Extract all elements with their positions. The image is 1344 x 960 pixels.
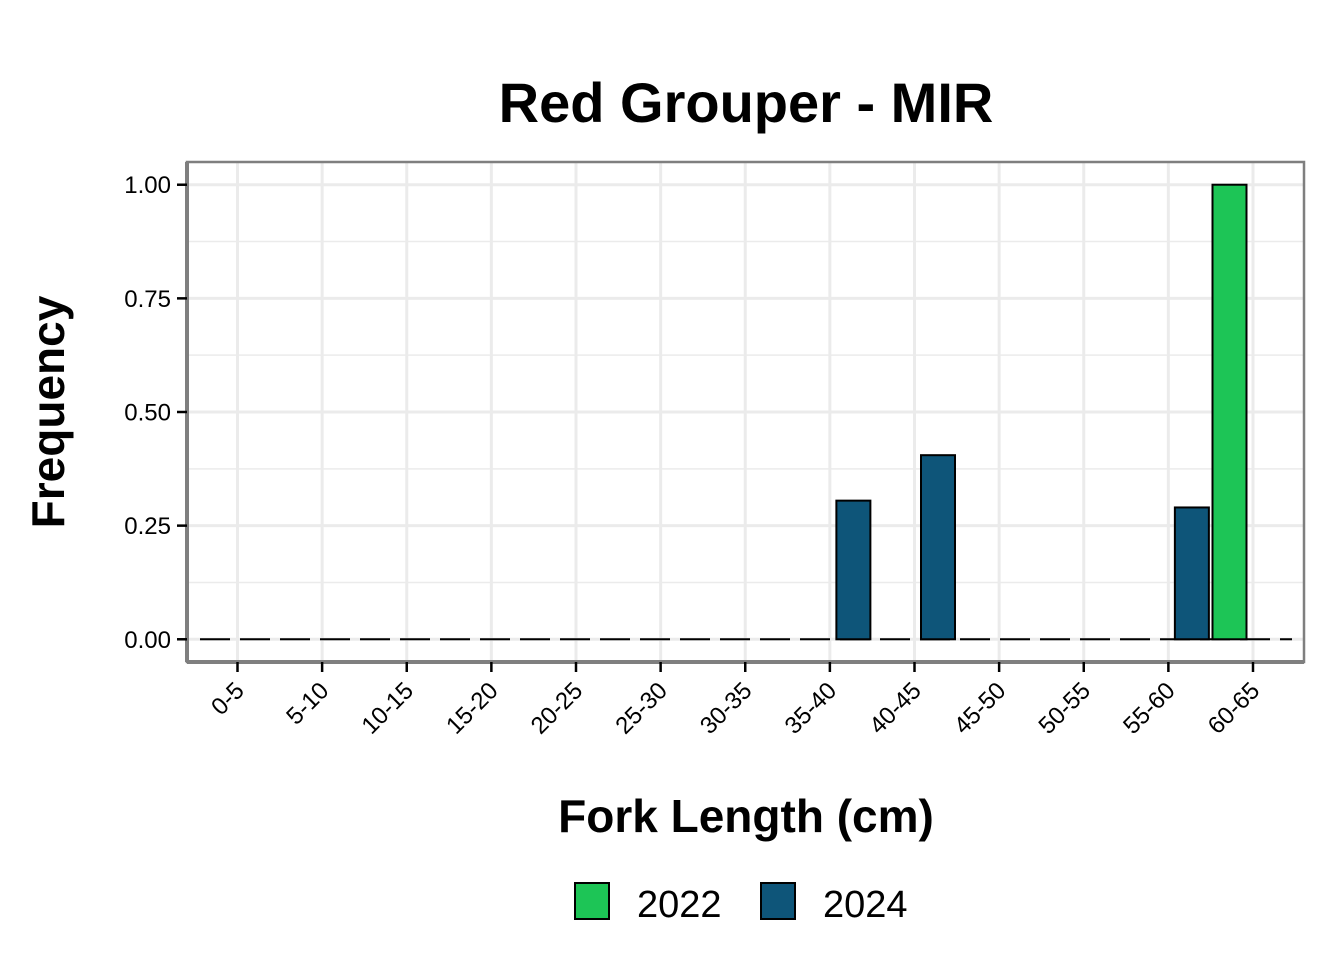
y-tick-label: 0.25	[124, 513, 171, 540]
x-tick-label: 30-35	[695, 677, 758, 740]
legend: 2022 2024	[574, 882, 908, 926]
x-tick-label: 15-20	[441, 677, 504, 740]
y-tick-label: 0.75	[124, 286, 171, 313]
y-tick-label: 0.00	[124, 627, 171, 654]
bar-2024-35-40	[835, 499, 872, 641]
chart-title: Red Grouper - MIR	[499, 71, 994, 134]
legend-key-2022	[574, 882, 610, 920]
legend-label-2024: 2024	[823, 884, 908, 926]
plot-area	[187, 162, 1304, 662]
legend-key-2024	[760, 882, 796, 920]
x-tick-label: 20-25	[526, 677, 589, 740]
y-tick-label: 1.00	[124, 172, 171, 199]
x-tick-label: 45-50	[949, 677, 1012, 740]
x-tick-label: 25-30	[610, 677, 673, 740]
bar-2024-55-60	[1173, 506, 1210, 641]
y-axis-title: Frequency	[22, 295, 74, 528]
bar-2024-40-45	[920, 454, 956, 641]
x-tick-label: 5-10	[281, 677, 334, 730]
bar-2022-60-65	[1211, 183, 1248, 641]
x-tick-label: 10-15	[356, 677, 419, 740]
x-tick-label: 50-55	[1033, 677, 1096, 740]
legend-label-2022: 2022	[637, 884, 722, 926]
y-tick-label: 0.50	[124, 400, 171, 427]
x-tick-label: 40-45	[864, 677, 927, 740]
x-axis-title: Fork Length (cm)	[558, 790, 934, 842]
x-tick-label: 55-60	[1118, 677, 1181, 740]
x-tick-label: 35-40	[780, 677, 843, 740]
x-tick-label: 60-65	[1203, 677, 1266, 740]
x-tick-label: 0-5	[206, 677, 250, 721]
